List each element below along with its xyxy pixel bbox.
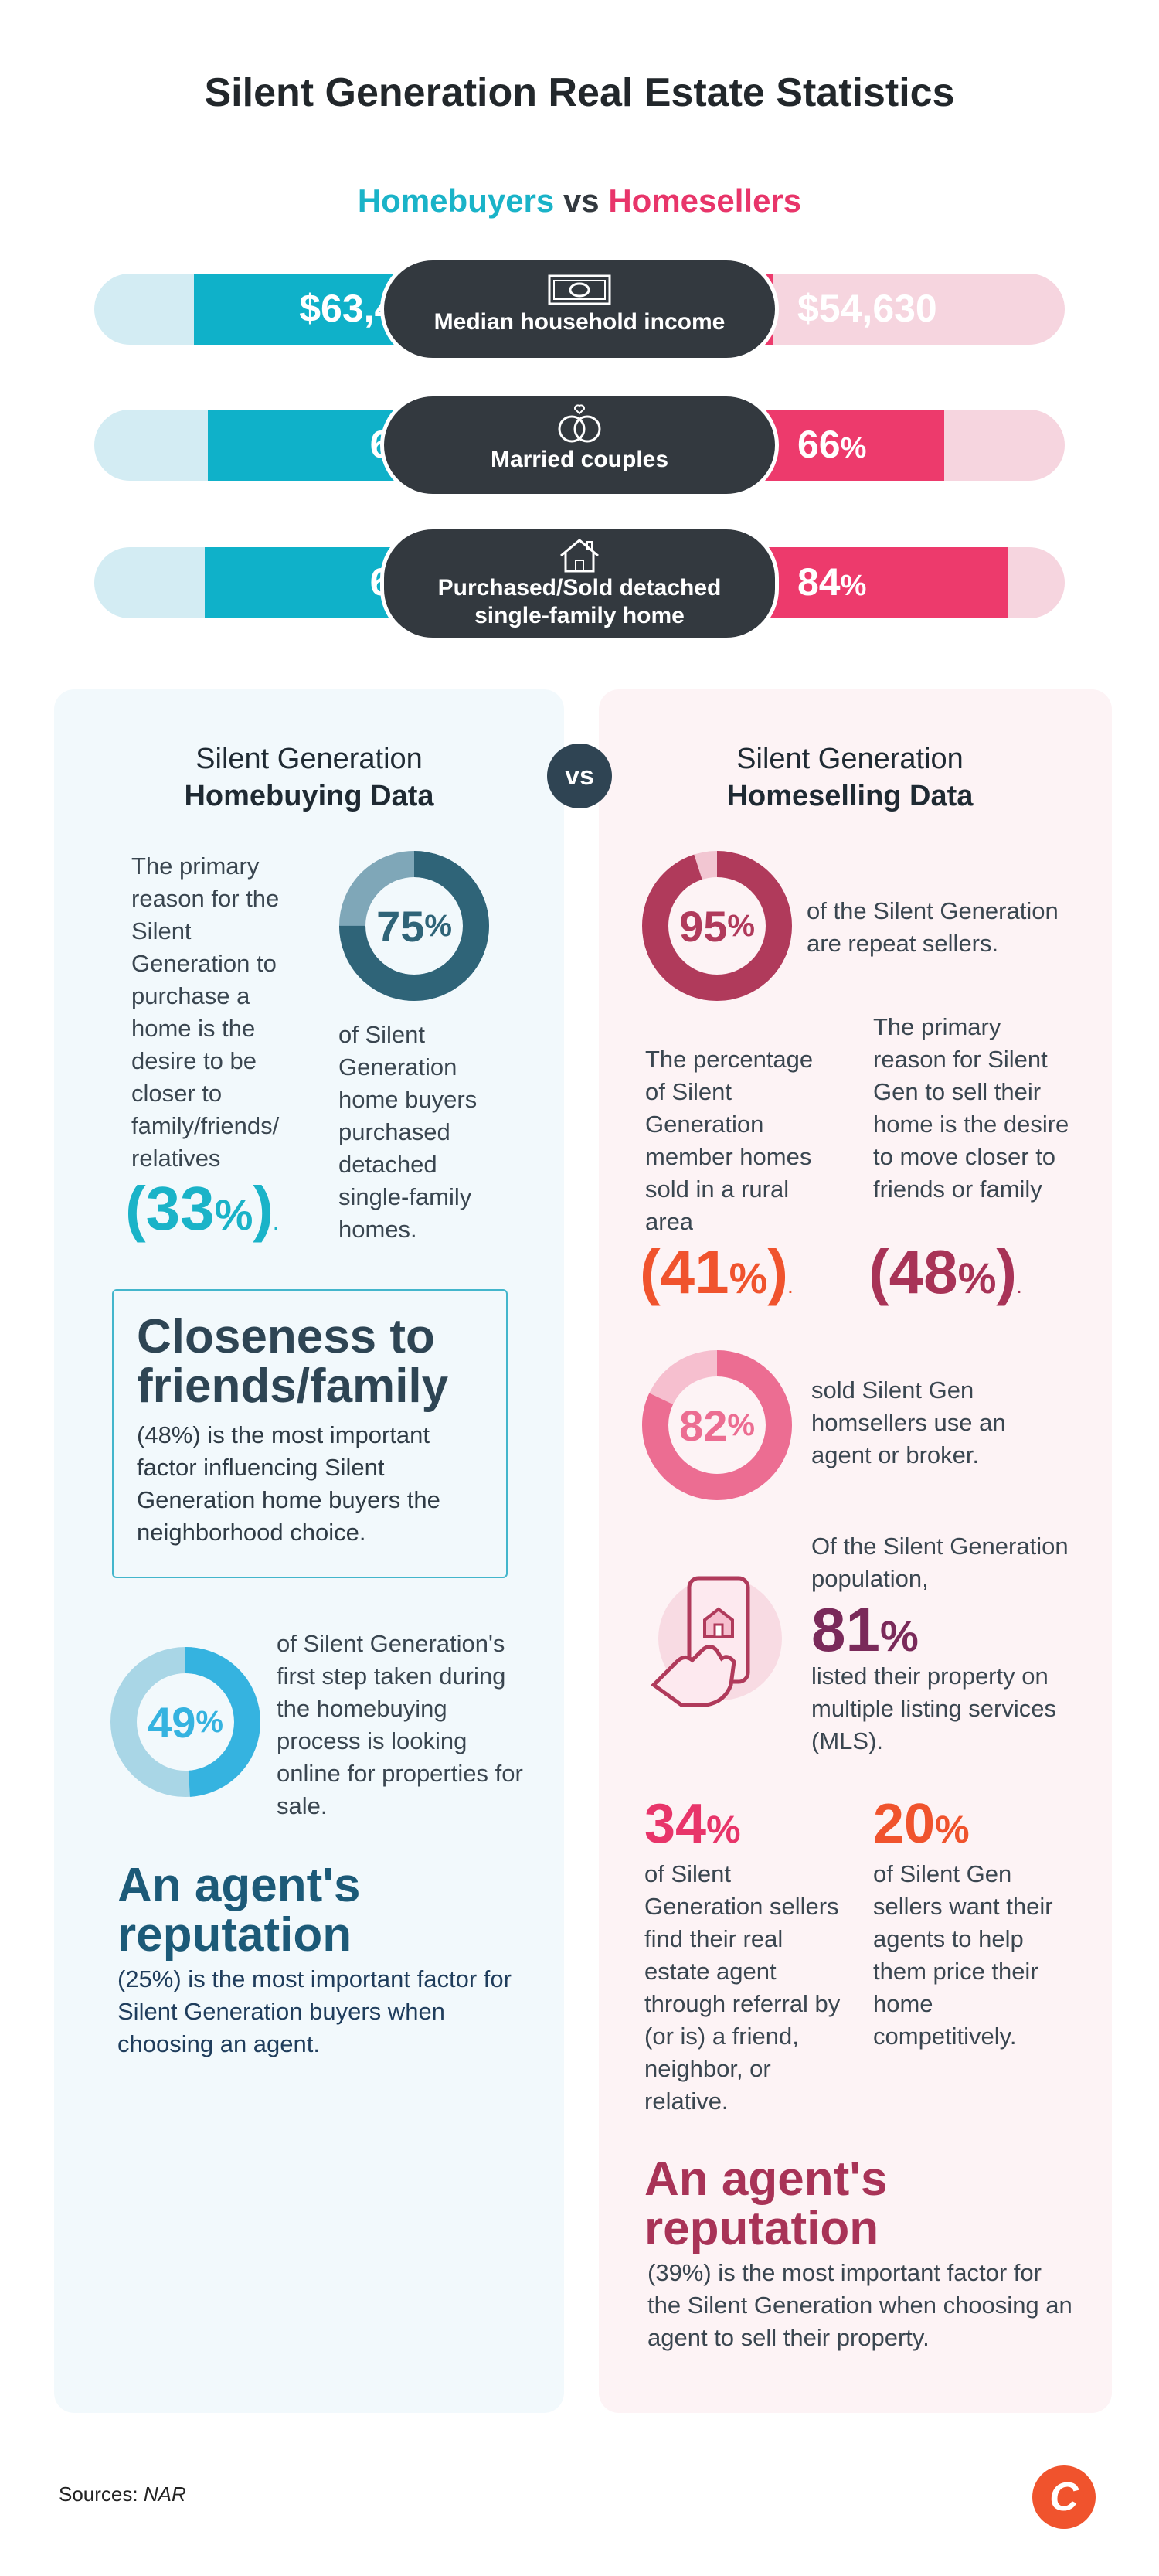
homebuying-heading: Silent Generation Homebuying Data bbox=[184, 743, 434, 812]
buy-donut-49: 49% bbox=[110, 1646, 261, 1798]
homeselling-heading: Silent Generation Homeselling Data bbox=[726, 743, 974, 812]
income-label: Median household income bbox=[433, 309, 726, 335]
closeness-box: Closeness to friends/family (48%) is the… bbox=[112, 1289, 508, 1578]
seller-married-value: 66% bbox=[797, 423, 867, 466]
sell-referral-text: of Silent Generation sellers find their … bbox=[644, 1860, 841, 2115]
buy-donut-49-value: 49% bbox=[148, 1697, 223, 1747]
homebuyers-label: Homebuyers bbox=[357, 182, 555, 219]
money-icon bbox=[548, 274, 611, 305]
married-label-pill: Married couples bbox=[380, 393, 779, 498]
income-label-pill: Median household income bbox=[380, 257, 779, 362]
detached-label-pill: Purchased/Sold detached single-family ho… bbox=[380, 526, 779, 641]
sell-reason-text: The primary reason for Silent Gen to sel… bbox=[873, 1013, 1069, 1203]
buy-reason-value: (33%). bbox=[125, 1174, 278, 1243]
sell-donut-82-ring bbox=[642, 1350, 792, 1500]
sell-donut-82-value: 82% bbox=[679, 1400, 755, 1450]
sell-donut-95-text: of the Silent Generation are repeat sell… bbox=[807, 897, 1059, 957]
sell-donut-95: 95% bbox=[641, 850, 793, 1002]
sell-donut-95-ring bbox=[642, 851, 792, 1001]
buy-reputation-text: (25%) is the most important factor for S… bbox=[117, 1965, 512, 2057]
sell-reputation-text: (39%) is the most important factor for t… bbox=[647, 2259, 1072, 2351]
sell-mls-intro: Of the Silent Generation population, bbox=[811, 1533, 1069, 1592]
sell-mls-text: listed their property on multiple listin… bbox=[811, 1662, 1056, 1754]
house-icon bbox=[560, 539, 599, 573]
vs-label: vs bbox=[563, 182, 600, 219]
sell-price-text: of Silent Gen sellers want their agents … bbox=[873, 1860, 1053, 2050]
page-title: Silent Generation Real Estate Statistics bbox=[204, 70, 955, 115]
buy-donut-75: 75% bbox=[338, 850, 490, 1002]
buy-reputation-title: An agent's reputation bbox=[117, 1859, 361, 1962]
phone-house-icon bbox=[651, 1576, 782, 1707]
sources-value: NAR bbox=[143, 2482, 186, 2506]
seller-detached-value: 84% bbox=[797, 560, 867, 604]
seller-income-value: $54,630 bbox=[797, 287, 937, 330]
closeness-title: Closeness to friends/family bbox=[137, 1310, 449, 1413]
sell-rural-value: (41%). bbox=[640, 1237, 793, 1306]
brand-logo: C bbox=[1032, 2465, 1096, 2529]
buy-donut-75-value: 75% bbox=[376, 901, 452, 951]
sell-mls-value: 81% bbox=[811, 1595, 919, 1664]
sell-reputation-title: An agent's reputation bbox=[644, 2152, 888, 2255]
sell-donut-82-text: sold Silent Gen homsellers use an agent … bbox=[811, 1376, 1006, 1468]
buy-reason-text: The primary reason for the Silent Genera… bbox=[131, 852, 280, 1172]
sources-label: Sources: bbox=[59, 2482, 138, 2506]
sell-donut-95-value: 95% bbox=[679, 901, 755, 951]
buy-donut-75-ring bbox=[339, 851, 489, 1001]
buy-donut-49-ring bbox=[110, 1647, 260, 1797]
comparison-subtitle: Homebuyers vs Homesellers bbox=[0, 182, 1159, 219]
buy-donut-75-text: of Silent Generation home buyers purchas… bbox=[338, 1021, 478, 1243]
sell-price-value: 20% bbox=[873, 1793, 970, 1855]
sources: Sources: NAR bbox=[59, 2482, 186, 2506]
married-label: Married couples bbox=[490, 447, 669, 472]
sell-reason-value: (48%). bbox=[868, 1237, 1021, 1306]
detached-label: Purchased/Sold detached single-family ho… bbox=[437, 575, 722, 628]
rings-icon bbox=[558, 404, 601, 443]
sell-donut-82: 82% bbox=[641, 1349, 793, 1501]
sell-referral-value: 34% bbox=[644, 1793, 741, 1855]
homesellers-label: Homesellers bbox=[608, 182, 802, 219]
income-row: $63,400 $54,630 Median household income bbox=[94, 257, 1065, 362]
detached-home-row: 69% 84% Purchased/Sold detached single-f… bbox=[94, 526, 1065, 641]
sell-rural-text: The percentage of Silent Generation memb… bbox=[645, 1046, 814, 1235]
married-row: 68% 66% Married couples bbox=[94, 393, 1065, 498]
vs-badge: vs bbox=[547, 744, 612, 808]
buy-donut-49-text: of Silent Generation's first step taken … bbox=[277, 1630, 523, 1819]
closeness-text: (48%) is the most important factor influ… bbox=[137, 1421, 440, 1546]
